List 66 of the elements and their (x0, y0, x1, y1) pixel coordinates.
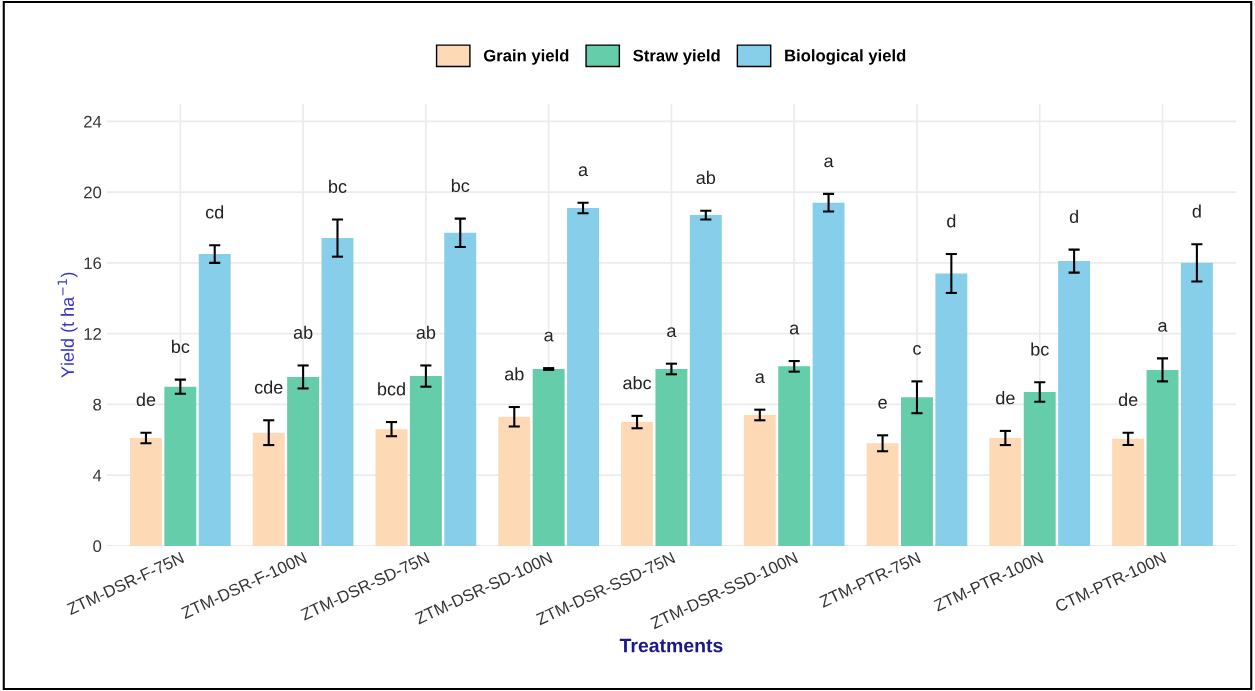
bar (130, 437, 162, 546)
legend-label: Straw yield (633, 49, 720, 65)
data-label: cde (254, 380, 283, 394)
legend-label: Biological yield (785, 49, 906, 65)
data-label: de (136, 392, 156, 407)
bar (1023, 391, 1056, 546)
x-axis-title: Treatments (619, 638, 723, 653)
bar (778, 366, 811, 546)
y-tick-label: 24 (84, 115, 102, 128)
data-label: bc (451, 178, 470, 193)
data-label: bc (171, 339, 190, 354)
data-label: abc (623, 376, 652, 390)
data-label: d (1192, 204, 1201, 218)
data-label: bc (1031, 342, 1049, 356)
data-label: cd (205, 205, 224, 219)
y-tick-label: 8 (93, 398, 102, 411)
data-label: de (1118, 392, 1138, 407)
y-tick-label: 4 (92, 469, 102, 482)
data-label: ab (505, 367, 524, 381)
data-label: bc (329, 179, 347, 193)
bar (375, 429, 408, 546)
y-tick-label: 12 (84, 328, 101, 340)
data-label: bcd (378, 382, 405, 396)
bar (901, 397, 933, 546)
bar (498, 416, 531, 546)
bar (866, 443, 899, 546)
data-label: e (878, 398, 887, 409)
y-axis-title: Yield (t ha$^{−1}$) (57, 272, 78, 378)
bar (989, 437, 1022, 546)
data-label: de (996, 391, 1015, 405)
data-label: c (913, 344, 922, 355)
legend-label: Grain yield (483, 49, 569, 65)
data-label: a (578, 166, 589, 177)
bar (567, 208, 599, 546)
data-label: a (1158, 321, 1168, 332)
bar (198, 254, 231, 546)
bar (1058, 261, 1091, 546)
bar (287, 376, 320, 546)
bar (1146, 369, 1179, 546)
data-label: ab (293, 325, 313, 339)
data-label: d (947, 214, 956, 228)
data-label: ab (696, 170, 716, 185)
data-label: a (544, 331, 554, 342)
bar (532, 368, 565, 546)
bar (655, 368, 688, 546)
bar (935, 273, 968, 546)
data-label: a (824, 157, 834, 168)
bar (621, 422, 654, 546)
bar (1112, 438, 1145, 546)
bar (409, 376, 442, 546)
data-label: a (667, 327, 677, 338)
y-tick-label: 0 (93, 540, 102, 553)
data-label: a (755, 373, 765, 384)
bar (164, 386, 197, 546)
bar (444, 232, 477, 546)
bar (812, 202, 845, 546)
bar (743, 414, 776, 546)
data-label: d (1069, 209, 1078, 224)
data-label: a (789, 324, 800, 335)
bar (1180, 262, 1213, 546)
bar (252, 432, 285, 546)
y-tick-label: 20 (84, 186, 102, 199)
bar (689, 215, 722, 546)
data-label: ab (416, 325, 436, 339)
y-tick-label: 16 (84, 257, 102, 270)
bar (321, 238, 354, 546)
